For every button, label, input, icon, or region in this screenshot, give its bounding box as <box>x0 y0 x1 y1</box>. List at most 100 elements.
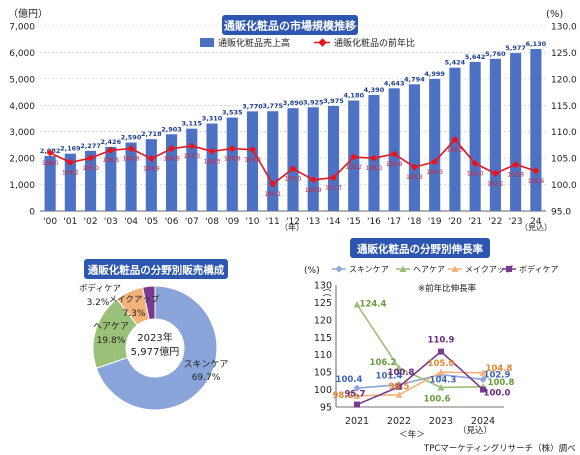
legend-bar-swatch <box>200 38 214 47</box>
sales-bar-value: 3,775 <box>262 102 283 110</box>
growth-point <box>248 146 257 154</box>
sales-bar <box>105 146 117 211</box>
growth-value-label: 102.1 <box>487 181 504 187</box>
x-tick-label: '05 <box>144 217 158 227</box>
market-chart-title: 通販化粧品の市場規模推移 <box>224 19 356 33</box>
growth-y-tick-label: 95 <box>320 403 332 414</box>
growth-point <box>410 163 418 171</box>
axis-break-mark <box>322 289 332 297</box>
growth-point <box>46 149 54 157</box>
growth-y-tick-label: 120 <box>314 315 332 326</box>
growth-legend-label: ヘアケア <box>413 265 445 274</box>
sales-bar <box>125 142 137 211</box>
growth-point <box>87 154 95 162</box>
sales-bar <box>186 128 198 211</box>
growth-axes <box>335 285 504 408</box>
growth-point <box>168 145 176 153</box>
sales-bar <box>165 134 178 211</box>
x-tick-label: '08 <box>205 217 219 227</box>
growth-value-label: 105.8 <box>386 162 403 168</box>
x-tick-label: '06 <box>165 217 179 227</box>
sales-bar-value: 2,169 <box>60 145 81 153</box>
sales-bar <box>64 153 76 211</box>
growth-value-label: 105.2 <box>345 165 362 171</box>
growth-value-label: 105.0 <box>82 166 99 172</box>
x-tick-label: '15 <box>347 217 361 227</box>
sales-bar <box>307 107 319 211</box>
donut-center-total: 5,977億円 <box>131 345 180 358</box>
growth-point-label: 124.4 <box>360 300 387 310</box>
growth-value-label: 104.2 <box>62 170 79 176</box>
growth-series-point <box>395 364 403 371</box>
sales-bar-value: 4,794 <box>404 75 425 83</box>
x-tick-label: '13 <box>306 217 320 227</box>
growth-series-point <box>353 392 361 399</box>
sales-bars <box>44 48 542 212</box>
donut-center-year: 2023年 <box>137 331 172 344</box>
slice-label-skincare: スキンケア <box>184 359 229 370</box>
growth-value-labels: 100.4 101.4 104.3 102.9 124.4 106.2 100.6 100.8… <box>333 300 515 405</box>
growth-chart-title-box <box>350 238 490 258</box>
left-axis-ticks: 0 1,000 2,000 3,000 4,000 5,000 6,000 7,000 <box>9 23 35 218</box>
sales-bar <box>388 88 400 211</box>
legend-bar-label: 通販化粧品売上高 <box>218 37 290 49</box>
sales-bar <box>469 61 481 211</box>
growth-value-label: 106.8 <box>224 157 241 163</box>
growth-point <box>107 146 115 154</box>
growth-point <box>471 159 479 167</box>
share-chart-title-box <box>84 259 228 279</box>
growth-series-point <box>437 383 445 391</box>
x-tick-label: '16 <box>367 217 381 227</box>
growth-value-label: 106.3 <box>204 159 221 165</box>
growth-x-tick-label: 2021 <box>345 416 369 427</box>
sales-bar <box>287 108 299 211</box>
sales-bar <box>246 111 259 211</box>
growth-value-label: 100.1 <box>264 192 281 198</box>
sales-bar-value: 4,999 <box>424 70 445 78</box>
growth-point <box>309 176 317 184</box>
growth-point-label: 95.7 <box>345 390 366 400</box>
sales-bar <box>408 84 421 211</box>
sales-bar-value: 4,180 <box>343 92 364 100</box>
growth-series-point <box>480 386 486 393</box>
growth-series-line <box>356 373 484 389</box>
growth-legend-label: ボディケア <box>519 264 558 274</box>
x-tick-label: '20 <box>448 217 462 227</box>
growth-y-ticks: 95 100 105 110 115 120 125 130 <box>314 281 332 414</box>
growth-series-point <box>354 401 360 408</box>
x-tick-label: '11 <box>266 217 280 227</box>
year-mark: （年） <box>280 222 304 232</box>
growth-value-label: 106.8 <box>123 157 140 163</box>
sales-bar-value: 3,535 <box>222 109 243 117</box>
left-axis-unit: （億円） <box>8 7 48 20</box>
sales-bar <box>226 117 238 211</box>
sales-bar-value: 4,643 <box>384 79 405 87</box>
growth-point-label: 98.5 <box>389 382 410 392</box>
growth-point <box>228 145 236 153</box>
growth-value-label: 106.0 <box>42 161 59 167</box>
growth-series-point <box>438 348 444 355</box>
growth-point <box>127 145 135 153</box>
market-chart-title-box <box>222 15 358 35</box>
sales-bar <box>368 94 380 211</box>
growth-value-label: 103.8 <box>507 172 524 178</box>
sales-bar <box>327 105 340 211</box>
left-tick-label: 2,000 <box>9 155 35 165</box>
x-tick-label: '22 <box>488 217 502 227</box>
right-axis-ticks: 95.0 100.0 105.0 110.0 115.0 120.0 125.0 130.0 <box>551 23 577 218</box>
legend-line-label: 通販化粧品の前年比 <box>334 37 415 49</box>
x-tick-label: '02 <box>84 217 98 227</box>
sales-bar <box>510 53 522 211</box>
growth-legend-label: スキンケア <box>349 265 389 274</box>
growth-point <box>329 174 338 182</box>
growth-y-tick-label: 125 <box>314 298 332 309</box>
right-tick-label: 130.0 <box>551 23 577 33</box>
growth-point <box>431 158 439 166</box>
source-note: TPCマーケティングリサーチ（株）調べ <box>423 443 576 454</box>
sales-bar <box>206 123 218 211</box>
growth-point <box>370 154 378 162</box>
sales-bar-value: 3,975 <box>323 97 344 105</box>
growth-point <box>512 160 520 169</box>
x-tick-label: '10 <box>246 217 260 227</box>
growth-value-label: 100.9 <box>305 188 322 194</box>
